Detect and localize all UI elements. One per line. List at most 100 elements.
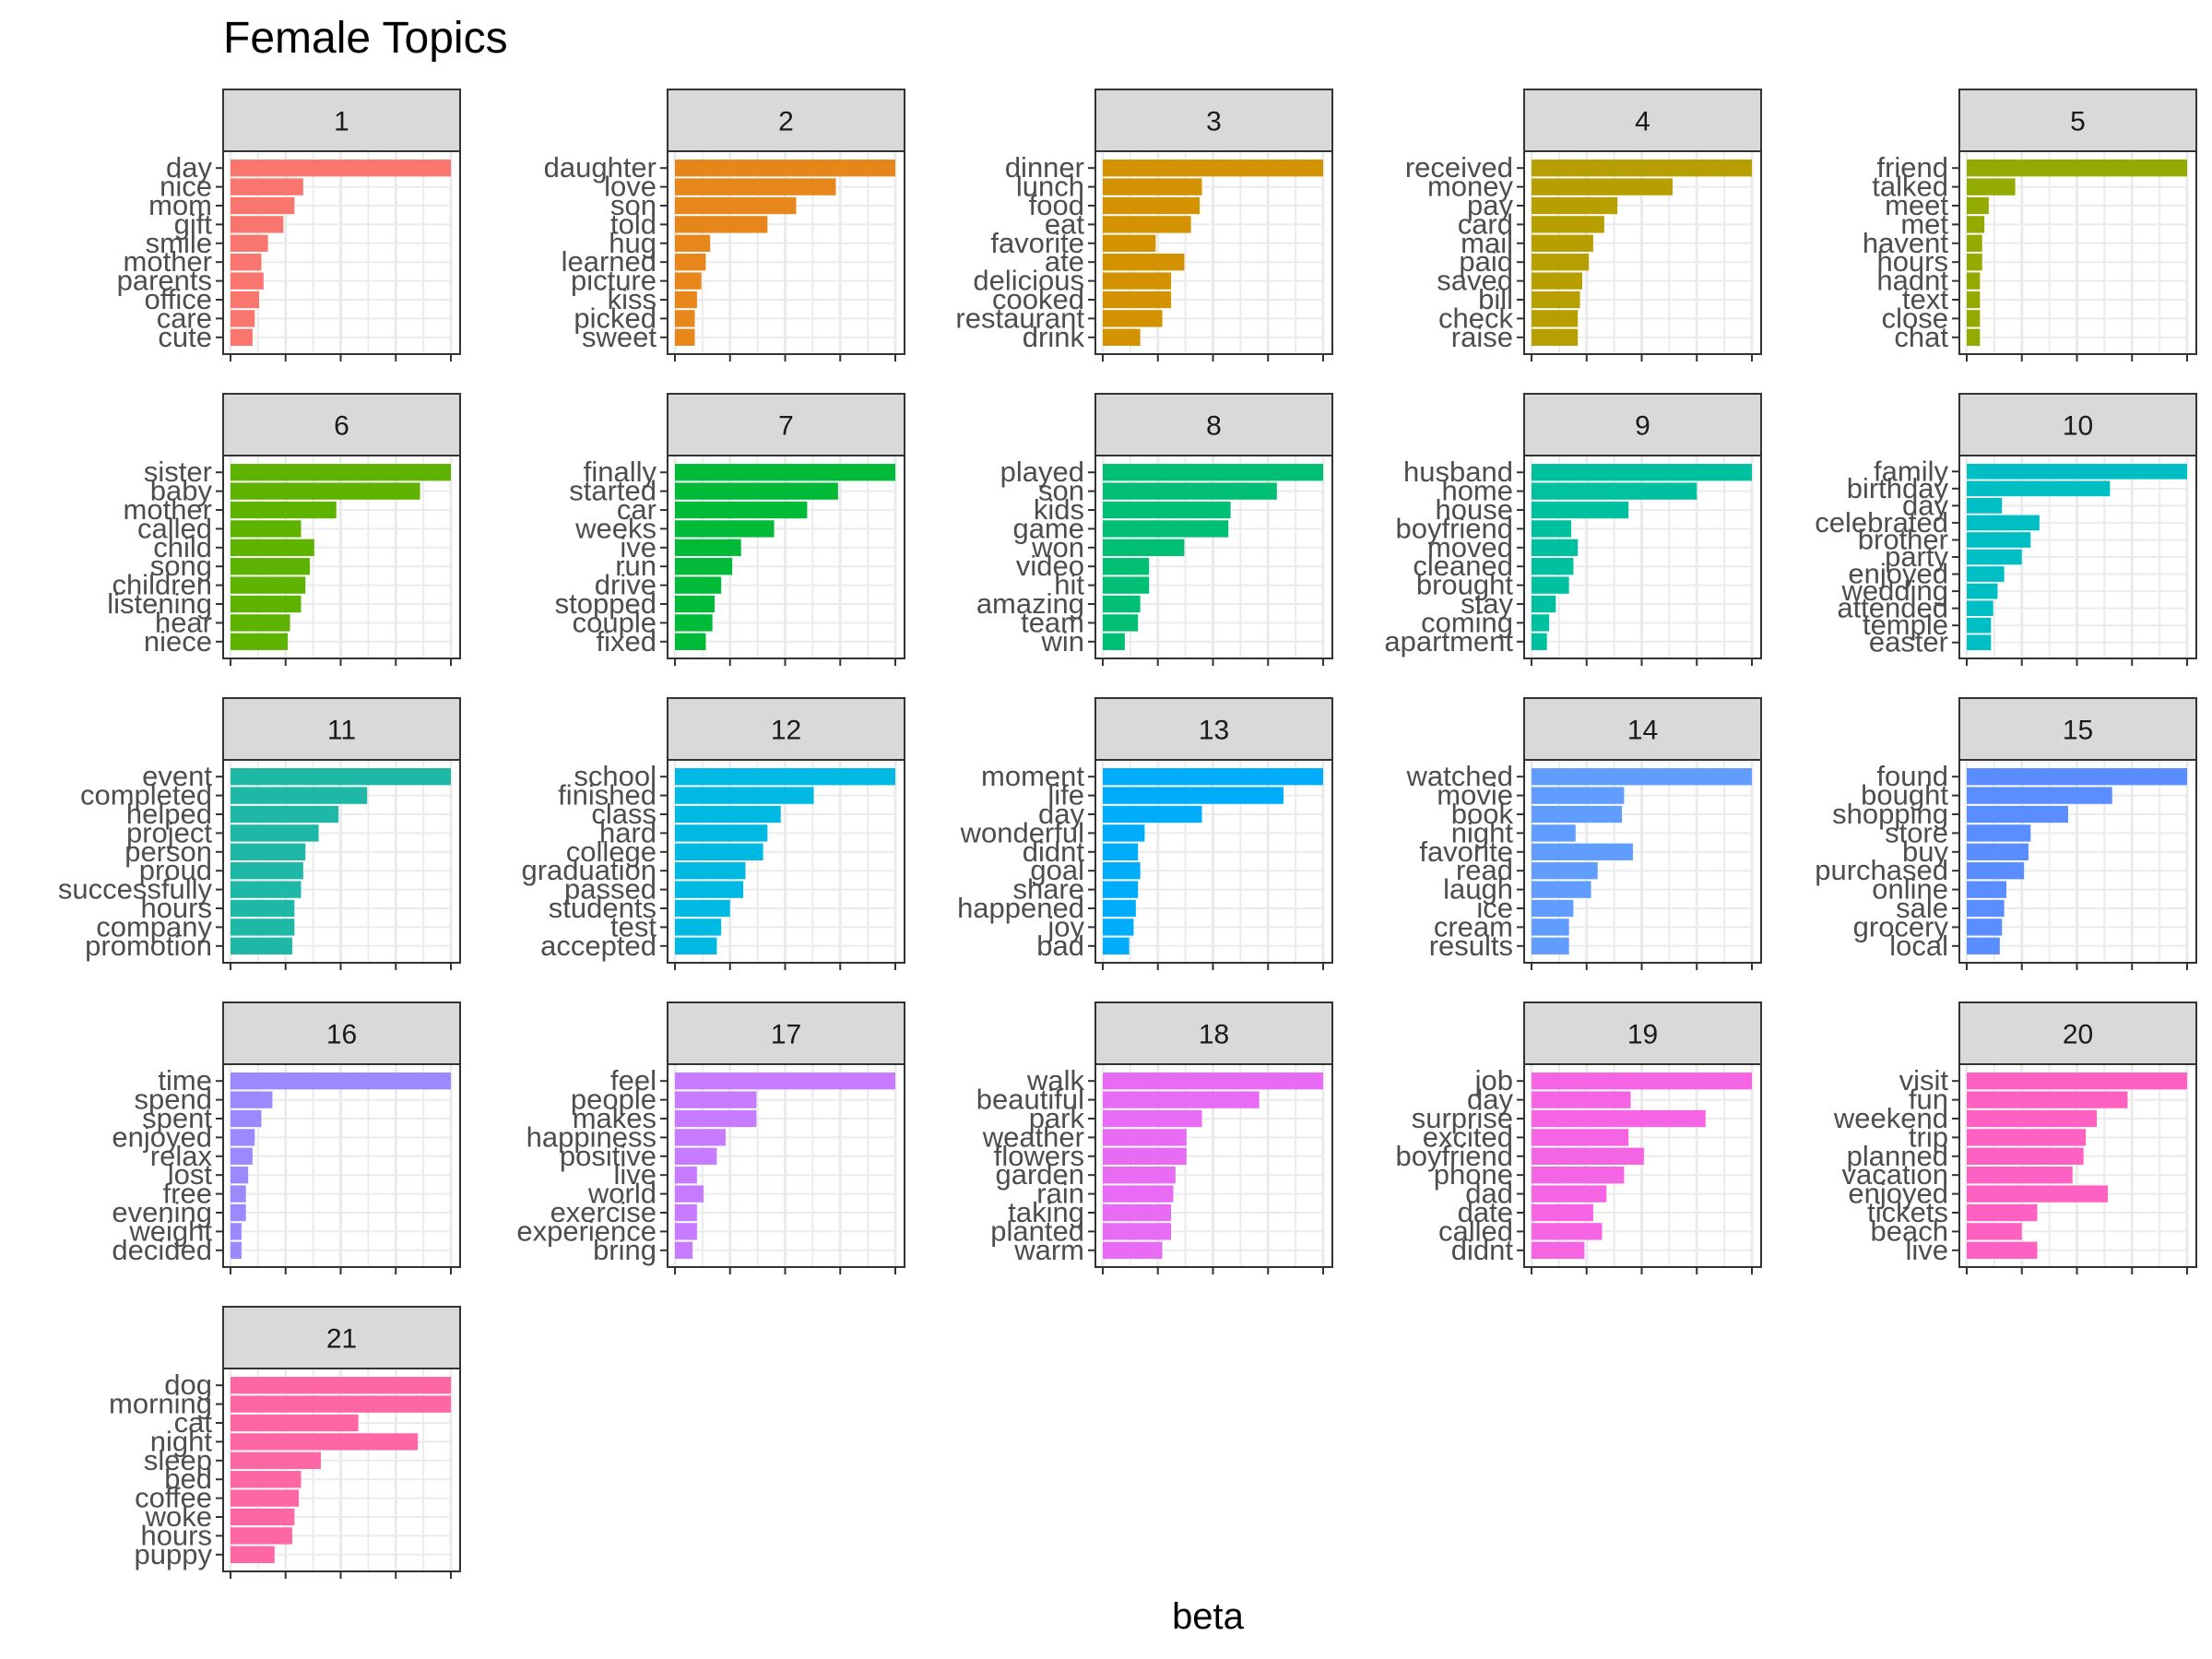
y-tick-label: called: [137, 512, 212, 544]
bar-won: [1103, 539, 1185, 556]
bar-hit: [1103, 576, 1150, 594]
y-tick-label: day: [166, 151, 212, 184]
bar-started: [675, 482, 838, 500]
y-tick-label: home: [1441, 475, 1513, 507]
facet-strip-label: 21: [326, 1324, 357, 1355]
facet-strip: [1958, 89, 2197, 152]
bar-helped: [231, 805, 339, 824]
bar-relax: [231, 1147, 253, 1165]
bar-college: [675, 843, 763, 860]
y-tick-label: day: [1902, 489, 1948, 521]
bar-bring: [675, 1241, 693, 1259]
y-tick-label: raise: [1451, 321, 1513, 353]
y-tick-label: park: [1029, 1102, 1085, 1134]
y-tick-label: food: [1029, 189, 1084, 221]
bar-brother: [1967, 532, 2031, 548]
y-tick-label: picked: [574, 302, 657, 334]
y-tick-label: daughter: [544, 151, 657, 184]
bar-free: [231, 1185, 246, 1203]
facet-strip: [222, 393, 461, 456]
y-tick-label: card: [1458, 207, 1513, 240]
y-tick-label: text: [1902, 283, 1948, 315]
facet-panel-14: 14 watchedmoviebooknightfavoritereadlaugh…: [1406, 697, 1762, 970]
y-tick-label: company: [96, 910, 212, 942]
bar-fixed: [675, 633, 706, 650]
y-tick-label: test: [610, 910, 657, 942]
facet-strip-label: 20: [2063, 1020, 2093, 1050]
y-tick-label: results: [1429, 930, 1513, 962]
y-tick-label: mother: [124, 493, 212, 526]
facet-strip: [1958, 697, 2197, 761]
bar-found: [1967, 768, 2187, 786]
bar-spent: [231, 1109, 262, 1128]
y-tick-label: morning: [109, 1388, 212, 1420]
y-tick-label: cat: [174, 1406, 213, 1439]
y-tick-label: students: [549, 892, 657, 924]
y-tick-label: hours: [140, 1519, 212, 1551]
bar-played: [1103, 464, 1323, 481]
bar-pay: [1532, 196, 1618, 215]
bar-planned: [1967, 1147, 2084, 1165]
y-tick-label: passed: [564, 873, 657, 906]
facet-strip: [222, 1306, 461, 1369]
bar-game: [1103, 520, 1229, 538]
y-tick-label: relax: [150, 1140, 213, 1172]
y-tick-label: chat: [1894, 321, 1948, 353]
bar-run: [675, 558, 733, 575]
facet-strip-label: 2: [778, 107, 794, 137]
bar-mail: [1532, 234, 1593, 252]
bar-drink: [1103, 328, 1141, 346]
y-tick-label: friend: [1876, 151, 1948, 184]
y-tick-label: hours: [140, 892, 212, 924]
y-tick-label: accepted: [540, 930, 657, 962]
y-tick-label: ive: [620, 531, 657, 563]
y-tick-label: read: [1456, 854, 1513, 886]
y-tick-label: store: [1885, 816, 1948, 848]
bar-hear: [231, 614, 290, 632]
y-tick-label: weather: [982, 1120, 1084, 1153]
y-tick-label: date: [1458, 1196, 1513, 1228]
y-tick-label: weekend: [1833, 1102, 1948, 1134]
y-tick-label: watched: [1406, 760, 1513, 792]
bar-garden: [1103, 1167, 1176, 1184]
bar-experience: [675, 1223, 697, 1240]
facet-strip: [1523, 89, 1762, 152]
facet-strip-label: 10: [2063, 411, 2093, 442]
facet-strip: [1958, 1001, 2197, 1065]
bar-wedding: [1967, 583, 1998, 599]
facet-panel-4: 4 receivedmoneypaycardmailpaidsavedbillch…: [1405, 89, 1762, 361]
bar-amazing: [1103, 595, 1141, 613]
y-tick-label: kiss: [608, 283, 657, 315]
y-tick-label: fixed: [597, 625, 657, 658]
bar-moved: [1532, 539, 1579, 556]
bar-ate: [1103, 254, 1185, 271]
bar-havent: [1967, 234, 1982, 252]
bar-trip: [1967, 1129, 2087, 1146]
facet-strip: [1094, 697, 1333, 761]
bar-excited: [1532, 1129, 1629, 1146]
bar-stopped: [675, 595, 716, 613]
y-tick-label: baby: [150, 475, 213, 507]
facet-panel-12: 12 schoolfinishedclasshardcollegegraduati…: [521, 697, 905, 970]
y-tick-label: happened: [957, 892, 1084, 924]
y-tick-label: helped: [126, 798, 212, 830]
bar-completed: [231, 787, 368, 804]
y-tick-label: class: [591, 798, 657, 830]
y-tick-label: song: [150, 550, 212, 582]
bar-picked: [675, 310, 695, 327]
bar-woke: [231, 1508, 295, 1526]
bar-celebrated: [1967, 515, 2040, 531]
y-tick-label: bought: [1861, 779, 1948, 812]
y-tick-label: college: [566, 835, 657, 868]
facet-panel-1: 1daynicemomgiftsmilemotherparentsofficec…: [117, 89, 461, 361]
bar-fun: [1967, 1091, 2128, 1108]
y-tick-label: favorite: [990, 227, 1084, 259]
facet-strip-label: 17: [771, 1020, 801, 1050]
y-tick-label: buy: [1902, 835, 1948, 868]
bar-eat: [1103, 216, 1191, 233]
bar-saved: [1532, 272, 1582, 290]
bar-read: [1532, 862, 1598, 880]
y-tick-label: evening: [112, 1196, 212, 1228]
facet-panel-13: 13 momentlifedaywonderfuldidntgoalshareha…: [957, 697, 1333, 970]
y-tick-label: finished: [558, 779, 657, 812]
